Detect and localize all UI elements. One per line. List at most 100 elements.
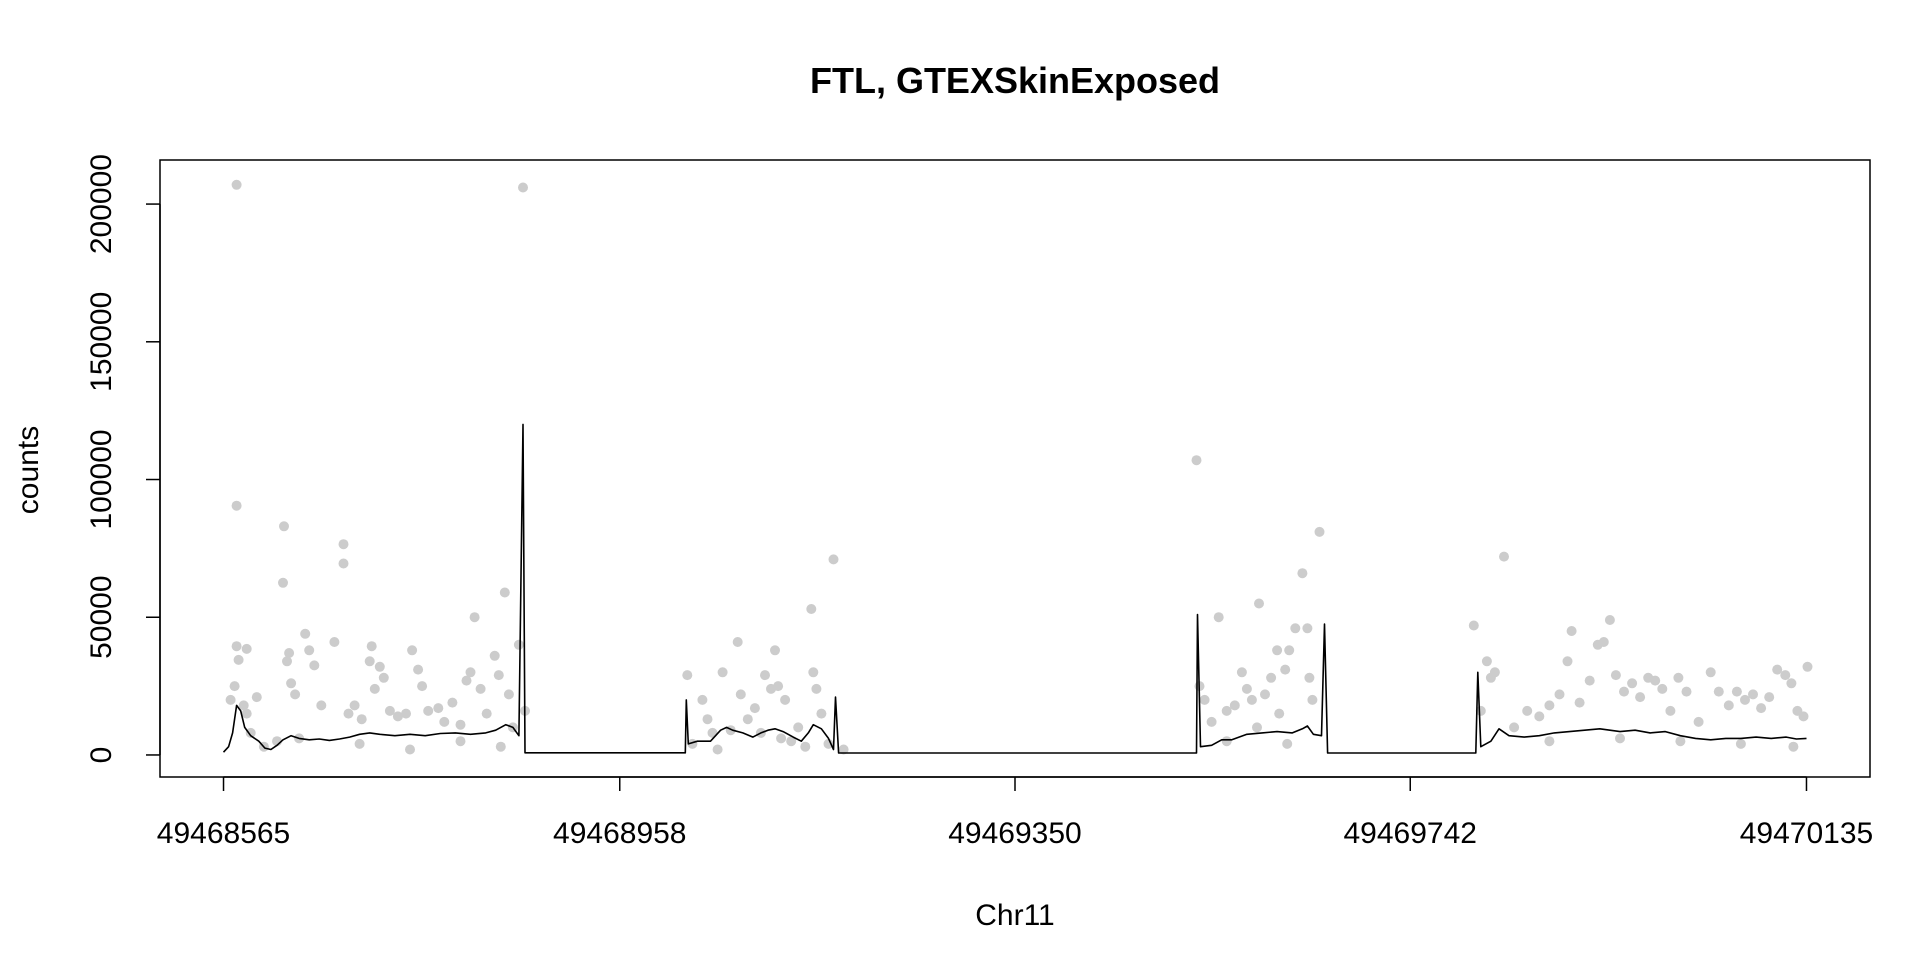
data-point (717, 667, 728, 678)
data-point (1735, 738, 1746, 749)
plot-frame (159, 159, 1871, 778)
data-point (773, 681, 784, 692)
data-point (1635, 692, 1646, 703)
data-point (682, 670, 693, 681)
data-point (378, 672, 389, 683)
data-point (1610, 670, 1621, 681)
data-point (241, 643, 252, 654)
axes: 49468565 49468958 49469350 49469742 49470135… (85, 154, 1873, 850)
data-point (1229, 700, 1240, 711)
data-point (1221, 705, 1232, 716)
data-point (278, 577, 288, 588)
scatter-points (225, 179, 1813, 755)
data-point (1615, 733, 1625, 744)
data-point (1627, 678, 1638, 689)
data-point (1788, 741, 1799, 752)
data-point (413, 664, 424, 675)
data-point (1748, 689, 1758, 700)
data-point (392, 711, 403, 722)
data-point (1280, 664, 1291, 675)
data-point (702, 714, 713, 725)
data-point (465, 667, 476, 678)
y-tick-label: 200000 (85, 154, 118, 254)
data-point (245, 727, 256, 738)
data-point (1252, 722, 1262, 733)
data-point (1544, 700, 1555, 711)
data-point (749, 703, 760, 714)
data-point (1693, 716, 1704, 727)
data-point (1284, 645, 1295, 656)
data-point (1574, 697, 1585, 708)
data-point (455, 719, 466, 730)
data-point (742, 714, 753, 725)
data-point (279, 521, 289, 532)
data-point (455, 736, 466, 747)
data-point (1562, 656, 1573, 667)
data-point (405, 744, 415, 755)
data-point (1509, 722, 1520, 733)
data-point (1246, 694, 1257, 705)
data-point (786, 736, 797, 747)
data-point (1665, 705, 1676, 716)
data-point (800, 741, 811, 752)
data-point (811, 683, 822, 694)
data-point (401, 708, 411, 719)
data-point (1282, 738, 1293, 749)
data-point (329, 637, 340, 647)
data-point (241, 708, 252, 719)
data-point (251, 692, 262, 703)
data-point (1786, 678, 1797, 689)
data-point (1475, 705, 1486, 716)
data-point (793, 722, 804, 733)
data-point (407, 645, 418, 656)
data-point (1650, 675, 1661, 686)
data-point (1657, 683, 1668, 694)
data-point (493, 670, 504, 681)
data-point (808, 667, 819, 678)
data-point (816, 708, 827, 719)
trend-line (222, 423, 1807, 754)
data-point (316, 700, 327, 711)
data-point (481, 708, 492, 719)
data-point (290, 689, 301, 700)
data-point (1199, 694, 1210, 705)
data-point (823, 738, 834, 749)
data-point (1221, 736, 1232, 747)
data-point (1274, 708, 1285, 719)
data-point (354, 738, 365, 749)
data-point (423, 705, 434, 716)
data-point (1604, 615, 1615, 625)
data-point (1764, 692, 1775, 703)
data-point (518, 182, 528, 193)
data-point (225, 694, 236, 705)
data-point (1619, 686, 1629, 697)
data-point (489, 650, 500, 661)
data-point (417, 681, 428, 692)
data-point (309, 660, 320, 671)
data-point (1489, 667, 1500, 678)
x-tick-label: 49468958 (553, 817, 686, 850)
x-tick-label: 49470135 (1740, 817, 1873, 850)
data-point (1723, 700, 1734, 711)
data-point (697, 694, 708, 705)
y-axis-label: counts (12, 426, 45, 514)
data-point (780, 694, 791, 705)
data-point (304, 645, 315, 656)
data-point (475, 683, 486, 694)
data-point (1236, 667, 1247, 678)
data-point (1260, 689, 1270, 700)
data-point (503, 689, 514, 700)
data-point (760, 670, 770, 681)
series-line (222, 423, 1807, 754)
data-point (233, 654, 244, 665)
y-tick-label: 0 (85, 747, 118, 764)
data-point (499, 587, 510, 598)
data-point (231, 500, 242, 511)
x-tick-label: 49469350 (948, 817, 1081, 850)
data-point (1499, 551, 1509, 562)
data-point (1522, 705, 1533, 716)
data-point (1297, 568, 1308, 579)
x-axis-label: Chr11 (975, 899, 1054, 932)
x-tick-label: 49469742 (1343, 817, 1476, 850)
